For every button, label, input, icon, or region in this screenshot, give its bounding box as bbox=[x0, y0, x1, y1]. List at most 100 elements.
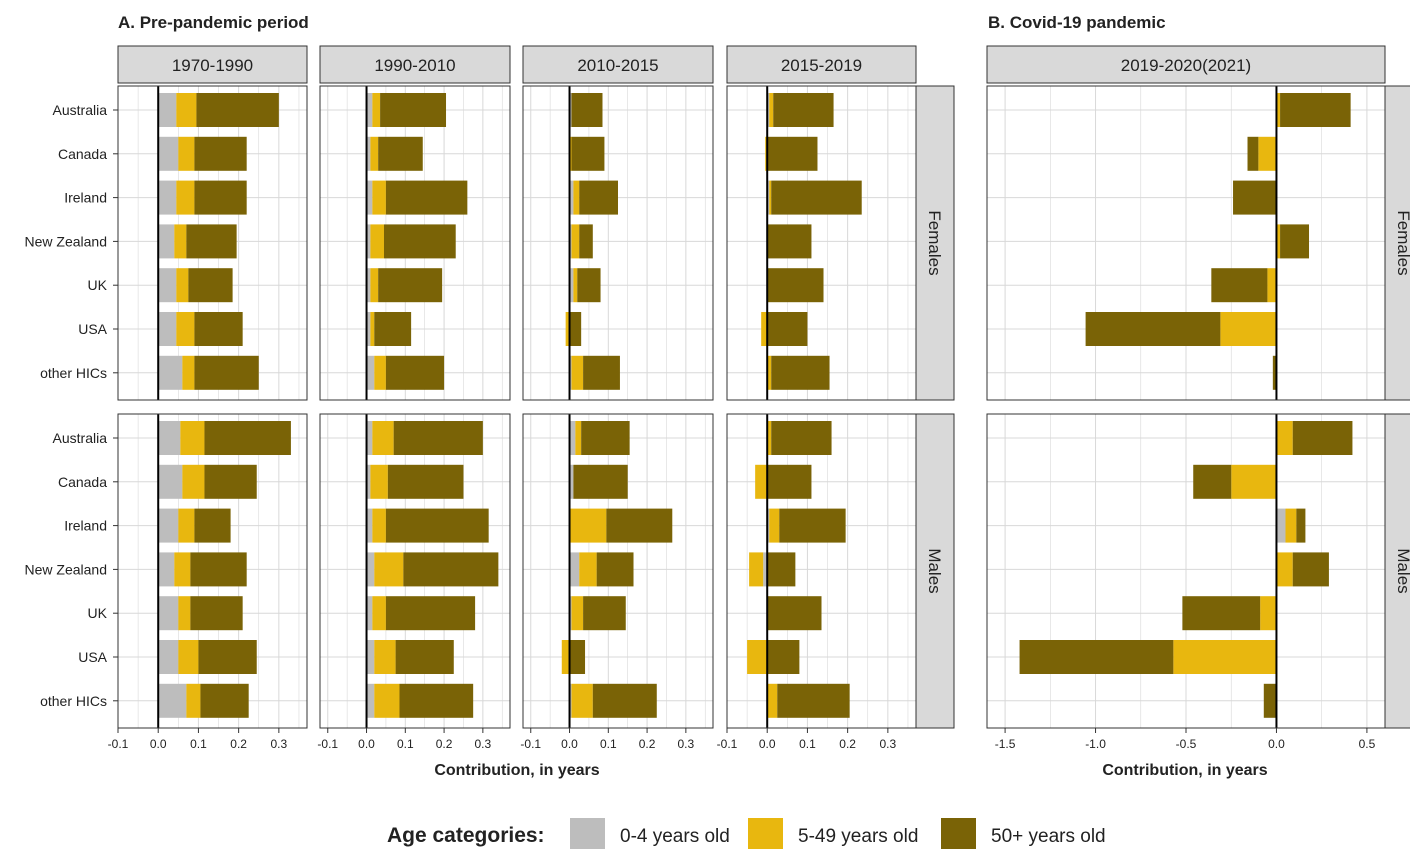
strip-label: 2010-2015 bbox=[577, 56, 658, 75]
bar-females-ireland-age1 bbox=[573, 180, 580, 215]
bar-females-other-hics-age0 bbox=[366, 355, 375, 390]
bar-males-other-hics-age2 bbox=[1263, 683, 1277, 718]
x-tick-label: 0.1 bbox=[600, 737, 617, 751]
bar-males-canada-age2 bbox=[573, 464, 628, 499]
bar-females-uk-age2 bbox=[378, 268, 443, 303]
x-axis-label-b: Contribution, in years bbox=[1102, 762, 1267, 779]
facet-border bbox=[522, 413, 714, 729]
bar-males-other-hics-age2 bbox=[777, 683, 850, 718]
bar-males-australia-age1 bbox=[372, 421, 394, 455]
y-tick-label: USA bbox=[78, 649, 107, 665]
facet-2015-2019-Females bbox=[726, 85, 917, 401]
facet-border bbox=[319, 85, 511, 401]
bar-males-canada-age0 bbox=[366, 464, 371, 499]
bar-males-canada-age1 bbox=[1231, 464, 1277, 499]
bar-males-uk-age2 bbox=[767, 596, 822, 631]
bar-females-australia-age2 bbox=[1280, 93, 1351, 127]
bar-females-ireland-age2 bbox=[771, 180, 862, 215]
bar-males-other-hics-age0 bbox=[158, 683, 187, 718]
bar-females-ireland-age1 bbox=[372, 180, 386, 215]
bar-females-new-zealand-age2 bbox=[1280, 224, 1310, 259]
x-tick-label: 0.0 bbox=[1268, 737, 1285, 751]
bar-females-new-zealand-age0 bbox=[158, 224, 175, 259]
bar-males-ireland-age2 bbox=[606, 508, 673, 543]
bar-females-ireland-age0 bbox=[158, 180, 177, 215]
y-tick-label: Ireland bbox=[64, 190, 107, 206]
legend-title: Age categories: bbox=[387, 824, 545, 847]
bar-males-usa-age2 bbox=[767, 640, 800, 674]
bar-males-usa-age1 bbox=[1173, 640, 1277, 674]
strip-2019-2020(2021) bbox=[986, 45, 1386, 84]
strip-1970-1990 bbox=[117, 45, 308, 84]
bar-females-australia-age0 bbox=[767, 93, 770, 127]
legend-label-5-49: 5-49 years old bbox=[798, 826, 918, 847]
y-tick-label: Canada bbox=[58, 146, 107, 162]
bar-females-uk-age1 bbox=[1267, 268, 1277, 303]
bar-females-canada-age2 bbox=[378, 136, 423, 171]
bar-females-new-zealand-age2 bbox=[767, 224, 812, 259]
legend-swatch-0-4 bbox=[570, 818, 605, 849]
bar-females-ireland-age2 bbox=[194, 180, 247, 215]
bar-females-uk-age2 bbox=[1211, 268, 1268, 303]
facet-1990-2010-Females bbox=[319, 85, 511, 401]
bar-females-canada-age1 bbox=[765, 136, 768, 171]
y-tick-label: Australia bbox=[53, 430, 108, 446]
bar-males-new-zealand-age1 bbox=[749, 552, 764, 587]
x-tick-label: 0.3 bbox=[475, 737, 492, 751]
bar-females-ireland-age2 bbox=[1233, 180, 1277, 215]
strip-label: 1970-1990 bbox=[172, 56, 253, 75]
bar-males-new-zealand-age2 bbox=[596, 552, 634, 587]
bar-females-new-zealand-age2 bbox=[579, 224, 593, 259]
bar-females-canada-age1 bbox=[370, 136, 379, 171]
bar-females-uk-age2 bbox=[188, 268, 233, 303]
bar-females-other-hics-age2 bbox=[583, 355, 620, 390]
x-tick-label: 0.3 bbox=[271, 737, 288, 751]
x-tick-label: 0.1 bbox=[799, 737, 816, 751]
bar-males-new-zealand-age2 bbox=[403, 552, 499, 587]
facet-background bbox=[727, 86, 916, 400]
bar-males-other-hics-age1 bbox=[186, 683, 201, 718]
x-tick-label: -1.5 bbox=[995, 737, 1016, 751]
bar-females-australia-age2 bbox=[571, 93, 603, 127]
bar-females-australia-age1 bbox=[769, 93, 774, 127]
bar-males-new-zealand-age0 bbox=[366, 552, 375, 587]
bar-females-australia-age0 bbox=[366, 93, 373, 127]
bar-females-usa-age2 bbox=[374, 312, 412, 346]
bar-males-usa-age1 bbox=[178, 640, 199, 674]
bar-females-uk-age0 bbox=[569, 268, 574, 303]
bar-females-australia-age1 bbox=[372, 93, 381, 127]
x-tick-label: -0.1 bbox=[520, 737, 541, 751]
bar-males-uk-age2 bbox=[385, 596, 476, 631]
x-tick-label: 0.2 bbox=[639, 737, 656, 751]
side-strip-males bbox=[915, 413, 955, 729]
bar-females-canada-age2 bbox=[194, 136, 247, 171]
facet-border bbox=[117, 413, 308, 729]
bar-females-ireland-age0 bbox=[366, 180, 373, 215]
bar-females-canada-age1 bbox=[1258, 136, 1277, 171]
bar-females-australia-age2 bbox=[196, 93, 279, 127]
x-tick-label: -0.1 bbox=[108, 737, 129, 751]
bar-females-uk-age2 bbox=[577, 268, 601, 303]
bar-females-uk-age1 bbox=[176, 268, 189, 303]
x-tick-label: 0.0 bbox=[759, 737, 776, 751]
bar-males-australia-age2 bbox=[771, 421, 832, 455]
facet-2015-2019-Males bbox=[726, 413, 917, 729]
y-tick-label: New Zealand bbox=[25, 561, 108, 577]
side-strip-label: Males bbox=[925, 548, 944, 593]
bar-males-ireland-age0 bbox=[767, 508, 770, 543]
x-tick-label: -0.5 bbox=[1176, 737, 1197, 751]
bar-males-usa-age2 bbox=[1019, 640, 1174, 674]
bar-females-uk-age1 bbox=[370, 268, 379, 303]
strip-1990-2010 bbox=[319, 45, 511, 84]
bar-females-canada-age2 bbox=[767, 136, 818, 171]
bar-males-canada-age1 bbox=[182, 464, 205, 499]
facet-1990-2010-Males bbox=[319, 413, 511, 729]
bar-females-ireland-age1 bbox=[769, 180, 772, 215]
bar-females-usa-age1 bbox=[565, 312, 570, 346]
x-tick-label: -0.1 bbox=[717, 737, 738, 751]
bar-females-uk-age1 bbox=[573, 268, 578, 303]
bar-females-new-zealand-age1 bbox=[1276, 224, 1281, 259]
bar-males-ireland-age2 bbox=[779, 508, 846, 543]
facet-background bbox=[523, 86, 713, 400]
side-strip-females bbox=[1384, 85, 1410, 401]
